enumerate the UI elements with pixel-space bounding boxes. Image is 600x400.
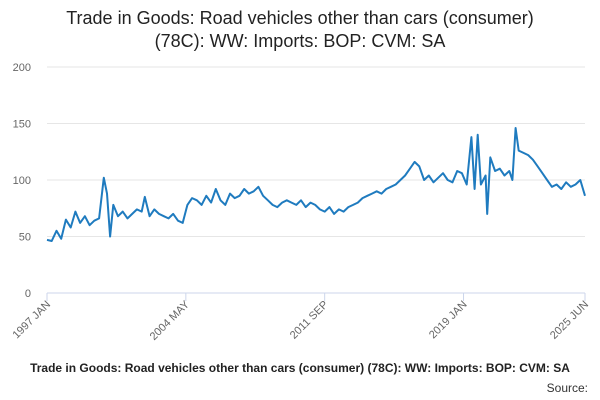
chart-title-line-2: (78C): WW: Imports: BOP: CVM: SA [155, 31, 446, 51]
series-line [46, 127, 586, 242]
x-axis: 1997 JAN 2004 MAY 2011 SEP 2019 JAN 2025 JUN [10, 293, 591, 343]
y-axis-ticks: 0 50 100 150 200 [13, 62, 31, 300]
x-tick-label: 2011 SEP [288, 299, 331, 342]
chart-title-line-1: Trade in Goods: Road vehicles other than… [66, 8, 534, 28]
x-tick-label: 2025 JUN [548, 299, 591, 342]
y-tick-label: 0 [25, 288, 31, 300]
y-tick-label: 150 [13, 119, 31, 131]
x-tick-label: 2019 JAN [427, 299, 470, 342]
x-tick-label: 1997 JAN [10, 299, 53, 342]
y-tick-label: 50 [19, 232, 31, 244]
y-tick-label: 200 [13, 62, 31, 74]
y-tick-label: 100 [13, 175, 31, 187]
gridlines [47, 66, 585, 294]
source-label: Source: [547, 381, 588, 395]
legend-series-name: Trade in Goods: Road vehicles other than… [30, 361, 570, 375]
x-tick-label: 2004 MAY [148, 298, 193, 343]
